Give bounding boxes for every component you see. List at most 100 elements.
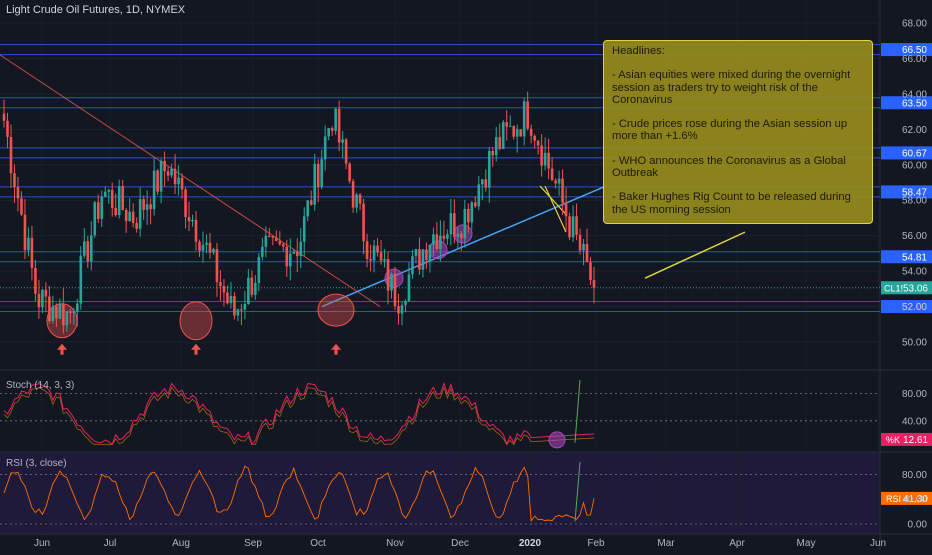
candle-body: [219, 282, 222, 287]
candle-body: [16, 187, 20, 199]
candle-body: [236, 309, 240, 316]
price-tick-label: 56.00: [902, 231, 927, 242]
candle-body: [508, 125, 512, 127]
price-tick-label: 54.00: [902, 267, 927, 278]
candle-body: [421, 249, 425, 270]
candle-body: [470, 202, 474, 223]
candle-body: [13, 173, 16, 188]
candle-body: [240, 309, 243, 311]
candle-body: [76, 303, 79, 312]
candle-body: [215, 249, 219, 283]
rsi-tag-value: 41.30: [903, 494, 928, 505]
candle-body: [330, 128, 334, 131]
candle-body: [404, 300, 407, 306]
candle-body: [571, 216, 575, 238]
candle-body: [163, 160, 166, 172]
price-tick-label: 52.00: [902, 302, 927, 313]
candle-body: [226, 292, 229, 304]
candle-body: [369, 258, 372, 261]
candle-body: [173, 168, 177, 185]
candle-body: [128, 211, 131, 222]
candle-body: [69, 311, 72, 313]
level-tag-label: 54.81: [902, 252, 927, 263]
candle-body: [180, 177, 184, 190]
marker-line: [539, 185, 567, 215]
time-tick-label: Jul: [104, 538, 117, 549]
rsi-tick-label: 0.00: [908, 520, 928, 531]
candle-body: [358, 194, 362, 204]
candle-body: [592, 280, 596, 288]
candle-body: [561, 178, 564, 203]
candle-body: [257, 256, 261, 283]
candle-body: [467, 208, 470, 223]
time-tick-label: Mar: [657, 538, 675, 549]
candle-body: [247, 277, 250, 305]
candle-body: [44, 289, 48, 297]
candle-body: [58, 303, 62, 319]
stoch-label[interactable]: Stoch (14, 3, 3): [6, 380, 75, 391]
time-tick-label: Jun: [34, 538, 50, 549]
candle-body: [463, 208, 467, 239]
candle-body: [271, 235, 275, 238]
candle-body: [159, 160, 163, 192]
headlines-note[interactable]: Headlines: - Asian equities were mixed d…: [603, 40, 873, 224]
candle-body: [194, 219, 198, 242]
candle-body: [557, 178, 561, 184]
candle-body: [543, 152, 547, 166]
rsi-label[interactable]: RSI (3, close): [6, 458, 67, 469]
candle-body: [20, 198, 23, 215]
price-tick-label: 66.00: [902, 54, 927, 65]
candle-body: [212, 249, 215, 253]
candle-body: [372, 245, 376, 261]
rsi-line: [3, 465, 595, 523]
candle-body: [564, 202, 568, 217]
headline-item: - Crude prices rose during the Asian ses…: [612, 118, 848, 143]
headlines-title: Headlines:: [612, 45, 665, 57]
candle-body: [306, 200, 310, 217]
candle-body: [498, 137, 502, 149]
candle-body: [428, 244, 432, 261]
candle-body: [585, 243, 589, 263]
level-tag: [881, 250, 932, 264]
rsi-tag-label: RSI: [886, 494, 901, 504]
candle-body: [376, 245, 379, 253]
candle-body: [582, 243, 585, 251]
stoch-k-line: [3, 381, 595, 446]
time-tick-label: Sep: [244, 538, 262, 549]
candle-body: [418, 249, 421, 270]
candle-body: [156, 170, 159, 192]
stoch-tick-label: 40.00: [902, 416, 927, 427]
price-tick-label: 50.00: [902, 338, 927, 349]
candle-body: [589, 262, 592, 281]
time-tick-label: Dec: [451, 538, 469, 549]
candle-body: [501, 122, 505, 149]
divergence-line: [574, 379, 581, 443]
rsi-pane-bg: [0, 452, 880, 534]
note-pointer: [644, 231, 746, 279]
candle-body: [201, 244, 205, 251]
candle-body: [261, 246, 264, 257]
candle-body: [348, 163, 351, 182]
candle-body: [250, 277, 254, 295]
candle-body: [302, 216, 306, 242]
candle-body: [121, 186, 124, 210]
time-tick-label: 2020: [519, 538, 542, 549]
candle-body: [9, 136, 13, 174]
candle-body: [334, 108, 337, 131]
stoch-k-tag: [881, 432, 932, 446]
rsi-tick-label: 40.00: [902, 495, 927, 506]
time-tick-label: May: [797, 538, 816, 549]
candle-body: [292, 251, 296, 254]
level-tag: [881, 146, 932, 160]
candle-body: [62, 303, 65, 326]
candle-body: [96, 202, 100, 219]
candle-body: [152, 170, 156, 210]
candle-body: [233, 296, 236, 316]
candle-body: [229, 296, 233, 304]
candle-body: [107, 189, 111, 192]
last-price-value: 53.06: [903, 283, 928, 294]
stoch-k-tag-value: 12.61: [903, 435, 928, 446]
candle-body: [533, 135, 536, 141]
candle-body: [341, 139, 344, 143]
